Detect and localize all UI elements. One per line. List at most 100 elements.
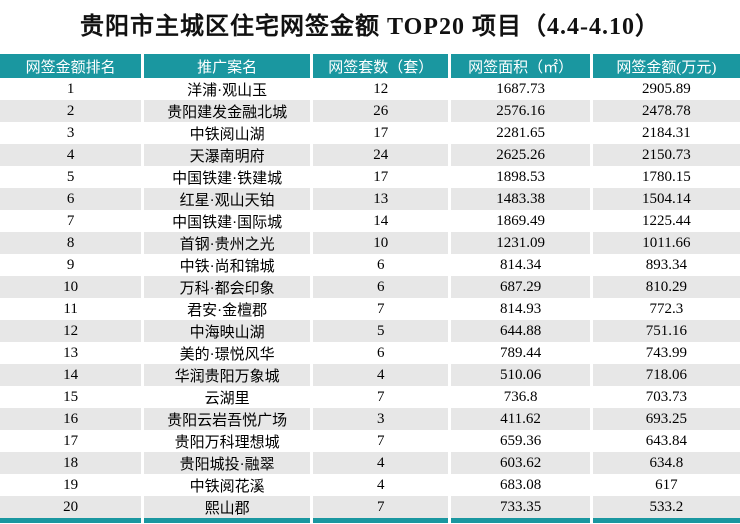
- cell-project-name: 熙山郡: [142, 496, 314, 518]
- cell-rank: 15: [0, 386, 145, 408]
- cell-area: 736.8: [449, 386, 593, 408]
- table-row: 4 天瀑南明府 24 2625.26 2150.73: [0, 144, 740, 166]
- table-row: 19 中铁阅花溪 4 683.08 617: [0, 474, 740, 496]
- cell-amount: 693.25: [591, 408, 740, 430]
- cell-amount: 893.34: [645, 256, 687, 273]
- cell-amount: 634.8: [591, 452, 740, 474]
- cell-project-name: 天瀑南明府: [142, 144, 314, 166]
- cell-units: 13: [311, 188, 452, 210]
- cell-project-name: 中国铁建·铁建城: [142, 166, 314, 188]
- cell-amount: 718.06: [591, 364, 740, 386]
- cell-project-name: 华润贵阳万象城: [142, 364, 314, 386]
- table-row: 6 红星·观山天铂 13 1483.38 1504.14: [0, 188, 740, 210]
- cell-amount: 772.3: [649, 300, 684, 317]
- cell-amount: 751.16: [591, 320, 740, 342]
- cell-units: 12: [311, 78, 452, 100]
- cell-area: 659.36: [449, 430, 593, 452]
- page-title: 贵阳市主城区住宅网签金额 TOP20 项目（4.4-4.10）: [80, 14, 660, 40]
- cell-rank: 3: [0, 122, 145, 144]
- column-header: 网签面积（㎡）: [449, 54, 593, 78]
- header-row: 网签金额排名 推广案名 网签套数（套） 网签面积（㎡） 网签金额(万元): [0, 54, 740, 78]
- cell-project-name: 中海映山湖: [142, 320, 314, 342]
- cell-rank: 1: [0, 78, 145, 100]
- table-row: 20 熙山郡 7 733.35 533.2: [0, 496, 740, 518]
- cell-amount: 1011.66: [591, 232, 740, 254]
- cell-area: 687.29: [449, 276, 593, 298]
- cell-amount: 1225.44: [641, 212, 691, 229]
- table-row: 8 首钢·贵州之光 10 1231.09 1011.66: [0, 232, 740, 254]
- cell-units: 6: [311, 276, 452, 298]
- cell-area: 814.34: [449, 254, 593, 276]
- cell-project-name: 贵阳云岩吾悦广场: [142, 408, 314, 430]
- cell-project-name: 中铁阅山湖: [142, 122, 314, 144]
- cell-project-name: 中铁阅花溪: [142, 474, 314, 496]
- table-row: 16 贵阳云岩吾悦广场 3 411.62 693.25: [0, 408, 740, 430]
- cell-project-name: 贵阳城投·融翠: [142, 452, 314, 474]
- bottom-bar-segment: [0, 518, 145, 523]
- cell-project-name: 红星·观山天铂: [142, 188, 314, 210]
- cell-units: 26: [311, 100, 452, 122]
- table-row: 13 美的·璟悦风华 6 789.44 743.99: [0, 342, 740, 364]
- column-header: 推广案名: [142, 54, 314, 78]
- cell-rank: 16: [0, 408, 145, 430]
- cell-amount: 1780.15: [641, 168, 691, 185]
- table-row: 17 贵阳万科理想城 7 659.36 643.84: [0, 430, 740, 452]
- cell-rank: 2: [0, 100, 145, 122]
- cell-units: 6: [311, 254, 452, 276]
- cell-rank: 18: [0, 452, 145, 474]
- cell-rank: 20: [0, 496, 145, 518]
- cell-rank: 6: [0, 188, 145, 210]
- table-body: 1 洋浦·观山玉 12 1687.73 2905.89 2 贵阳建发金融北城 26 2576.1…: [0, 78, 740, 523]
- bottom-bar-segment: [311, 518, 452, 523]
- cell-rank: 8: [0, 232, 145, 254]
- cell-units: 7: [311, 430, 452, 452]
- table-row: 9 中铁·尚和锦城 6 814.34 893.34: [0, 254, 740, 276]
- cell-amount: 533.2: [591, 496, 740, 518]
- cell-rank: 17: [0, 430, 145, 452]
- column-header: 网签金额排名: [0, 54, 145, 78]
- bottom-bar-segment: [591, 518, 740, 523]
- cell-area: 2281.65: [449, 122, 593, 144]
- table-row: 11 君安·金檀郡 7 814.93 772.3: [0, 298, 740, 320]
- cell-project-name: 贵阳建发金融北城: [142, 100, 314, 122]
- cell-project-name: 首钢·贵州之光: [142, 232, 314, 254]
- cell-area: 1231.09: [449, 232, 593, 254]
- cell-amount: 2478.78: [591, 100, 740, 122]
- cell-project-name: 洋浦·观山玉: [142, 78, 314, 100]
- cell-area: 814.93: [449, 298, 593, 320]
- cell-area: 1687.73: [449, 78, 593, 100]
- cell-units: 24: [311, 144, 452, 166]
- cell-units: 7: [311, 298, 452, 320]
- top20-table: 网签金额排名 推广案名 网签套数（套） 网签面积（㎡） 网签金额(万元) 1 洋浦·观山玉…: [0, 54, 740, 523]
- cell-area: 510.06: [449, 364, 593, 386]
- table-row: 2 贵阳建发金融北城 26 2576.16 2478.78: [0, 100, 740, 122]
- cell-project-name: 中国铁建·国际城: [142, 210, 314, 232]
- bottom-bar-segment: [449, 518, 593, 523]
- cell-amount: 643.84: [645, 432, 687, 449]
- cell-area: 1869.49: [449, 210, 593, 232]
- bottom-bar-segment: [142, 518, 314, 523]
- cell-area: 603.62: [449, 452, 593, 474]
- cell-units: 5: [311, 320, 452, 342]
- cell-amount: 2150.73: [591, 144, 740, 166]
- cell-amount: 1504.14: [591, 188, 740, 210]
- cell-area: 411.62: [449, 408, 593, 430]
- cell-units: 17: [311, 166, 452, 188]
- cell-area: 2576.16: [449, 100, 593, 122]
- cell-rank: 14: [0, 364, 145, 386]
- cell-rank: 4: [0, 144, 145, 166]
- cell-amount: 743.99: [645, 344, 687, 361]
- column-header: 网签套数（套）: [311, 54, 452, 78]
- cell-amount: 810.29: [591, 276, 740, 298]
- table-row: 12 中海映山湖 5 644.88 751.16: [0, 320, 740, 342]
- cell-area: 644.88: [449, 320, 593, 342]
- cell-rank: 13: [0, 342, 145, 364]
- cell-project-name: 中铁·尚和锦城: [142, 254, 314, 276]
- cell-units: 7: [311, 496, 452, 518]
- cell-project-name: 君安·金檀郡: [142, 298, 314, 320]
- table-row: 5 中国铁建·铁建城 17 1898.53 1780.15: [0, 166, 740, 188]
- cell-rank: 9: [0, 254, 145, 276]
- cell-rank: 12: [0, 320, 145, 342]
- cell-units: 6: [311, 342, 452, 364]
